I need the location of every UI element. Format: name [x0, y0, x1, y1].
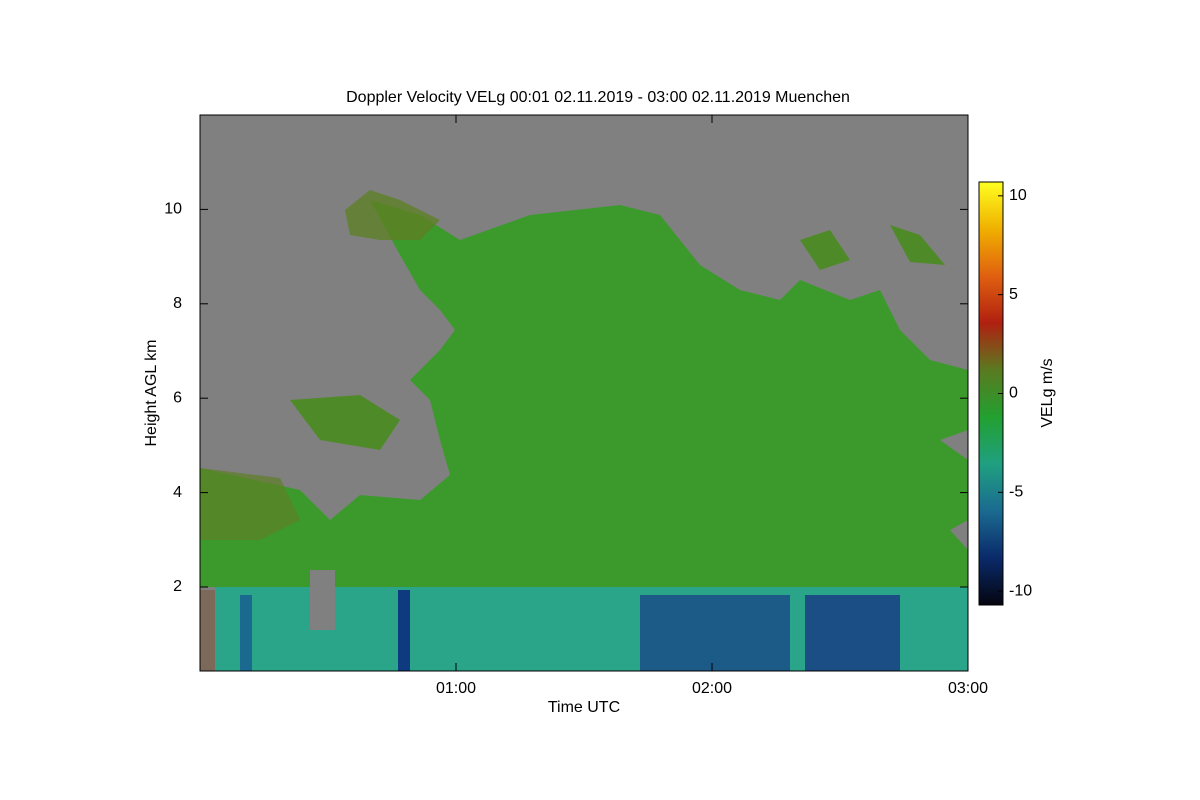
chart-title: Doppler Velocity VELg 00:01 02.11.2019 -…	[346, 89, 850, 106]
x-tick-label: 02:00	[692, 680, 732, 697]
colorbar-tick-label: 5	[1009, 286, 1018, 303]
echo-edge	[290, 395, 400, 450]
rain-streak	[240, 595, 252, 671]
y-tick-label: 6	[173, 389, 182, 406]
rain-streak	[398, 590, 410, 671]
colorbar-tick-label: -10	[1009, 582, 1032, 599]
y-tick-label: 4	[173, 484, 182, 501]
colorbar-label: VELg m/s	[1039, 358, 1056, 427]
x-tick-label: 01:00	[436, 680, 476, 697]
gap	[310, 570, 335, 630]
colorbar-tick-label: -5	[1009, 484, 1023, 501]
rain-streak	[805, 595, 900, 671]
colorbar-tick-label: 0	[1009, 385, 1018, 402]
rain-streak	[640, 595, 790, 671]
y-tick-label: 10	[164, 201, 182, 218]
plot-field	[200, 115, 968, 671]
x-axis-label: Time UTC	[548, 699, 620, 716]
y-tick-label: 2	[173, 578, 182, 595]
echo-edge	[200, 468, 300, 540]
y-axis-label: Height AGL km	[143, 339, 160, 446]
echo-edge	[890, 225, 945, 265]
echo-edge	[345, 190, 440, 240]
x-tick-label: 03:00	[948, 680, 988, 697]
echo-edge	[800, 230, 850, 270]
y-tick-label: 8	[173, 295, 182, 312]
colorbar-tick-label: 10	[1009, 187, 1027, 204]
echo-region	[200, 200, 968, 587]
plot-frame	[199, 114, 969, 672]
echo-edge	[200, 590, 215, 671]
